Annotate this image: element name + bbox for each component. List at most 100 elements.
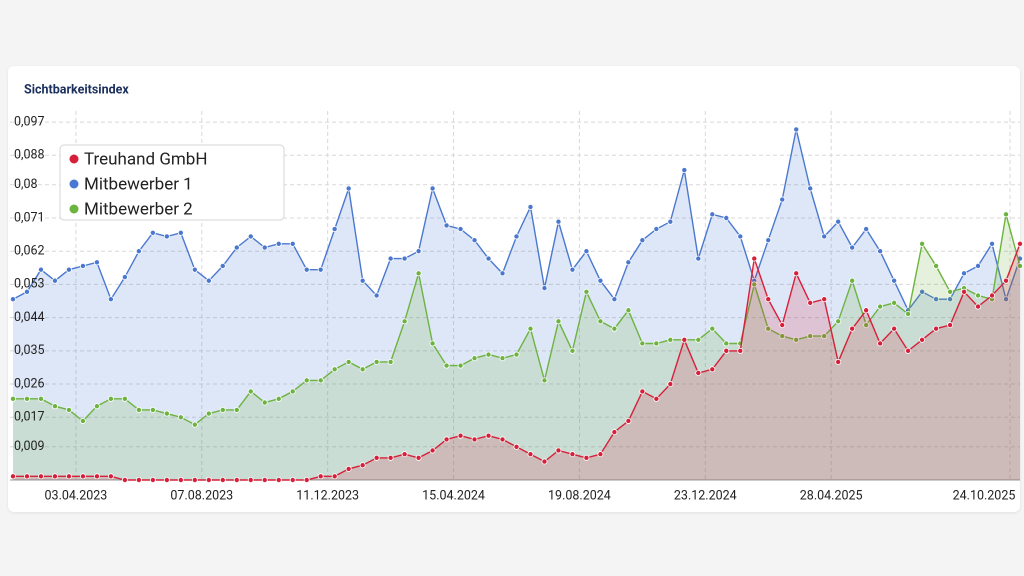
data-point — [751, 281, 758, 288]
data-point — [835, 218, 842, 225]
data-point — [667, 218, 674, 225]
data-point — [429, 447, 436, 454]
data-point — [457, 362, 464, 369]
y-tick-label: 0,017 — [14, 410, 45, 425]
y-tick-label: 0,026 — [14, 376, 45, 391]
data-point — [919, 288, 926, 295]
data-point — [583, 248, 590, 255]
data-point — [653, 340, 660, 347]
data-point — [975, 292, 982, 299]
data-point — [933, 296, 940, 303]
data-point — [23, 473, 30, 480]
data-point — [625, 259, 632, 266]
data-point — [877, 303, 884, 310]
data-point — [709, 366, 716, 373]
data-point — [331, 226, 338, 233]
data-point — [513, 443, 520, 450]
data-point — [541, 285, 548, 292]
data-point — [485, 432, 492, 439]
data-point — [415, 454, 422, 461]
data-point — [793, 336, 800, 343]
data-point — [989, 240, 996, 247]
data-point — [1017, 240, 1024, 247]
data-point — [765, 325, 772, 332]
data-point — [947, 288, 954, 295]
data-point — [793, 270, 800, 277]
data-point — [443, 222, 450, 229]
data-point — [289, 240, 296, 247]
data-point — [135, 476, 142, 483]
data-point — [1003, 296, 1010, 303]
data-point — [93, 403, 100, 410]
data-point — [415, 248, 422, 255]
data-point — [919, 240, 926, 247]
data-point — [877, 248, 884, 255]
data-point — [1003, 211, 1010, 218]
data-point — [149, 229, 156, 236]
data-point — [569, 451, 576, 458]
chart-title: Sichtbarkeitsindex — [24, 82, 129, 97]
data-point — [961, 288, 968, 295]
data-point — [835, 358, 842, 365]
y-tick-label: 0,053 — [14, 277, 45, 292]
data-point — [499, 355, 506, 362]
data-point — [541, 458, 548, 465]
data-point — [527, 325, 534, 332]
data-point — [37, 473, 44, 480]
data-point — [37, 266, 44, 273]
data-point — [905, 310, 912, 317]
data-point — [261, 399, 268, 406]
data-point — [331, 366, 338, 373]
data-point — [667, 336, 674, 343]
data-point — [723, 215, 730, 222]
data-point — [569, 347, 576, 354]
series-area — [13, 214, 1020, 481]
data-point — [65, 266, 72, 273]
data-point — [247, 388, 254, 395]
data-point — [597, 318, 604, 325]
data-point — [191, 421, 198, 428]
data-point — [555, 318, 562, 325]
data-point — [961, 270, 968, 277]
data-point — [891, 277, 898, 284]
data-point — [387, 255, 394, 262]
data-point — [471, 436, 478, 443]
data-point — [205, 476, 212, 483]
data-point — [765, 237, 772, 244]
series-area — [13, 243, 1020, 480]
data-point — [205, 277, 212, 284]
data-point — [317, 473, 324, 480]
data-point — [359, 462, 366, 469]
data-point — [933, 262, 940, 269]
data-point — [205, 410, 212, 417]
data-point — [695, 336, 702, 343]
data-point — [947, 322, 954, 329]
x-tick-label: 28.04.2025 — [800, 488, 863, 503]
data-point — [639, 388, 646, 395]
data-point — [93, 473, 100, 480]
data-point — [23, 395, 30, 402]
legend-marker — [69, 154, 79, 164]
data-point — [597, 277, 604, 284]
data-point — [681, 167, 688, 174]
x-tick-label: 03.04.2023 — [45, 488, 108, 503]
data-point — [681, 336, 688, 343]
data-point — [9, 296, 16, 303]
data-point — [163, 410, 170, 417]
data-point — [877, 340, 884, 347]
data-point — [821, 333, 828, 340]
data-point — [317, 266, 324, 273]
data-point — [177, 229, 184, 236]
data-point — [751, 255, 758, 262]
y-tick-label: 0,062 — [14, 244, 45, 259]
data-point — [849, 325, 856, 332]
data-point — [401, 451, 408, 458]
data-point — [611, 429, 618, 436]
data-point — [37, 395, 44, 402]
data-point — [779, 333, 786, 340]
data-point — [639, 340, 646, 347]
legend-label: Mitbewerber 2 — [84, 199, 193, 219]
y-tick-label: 0,08 — [14, 177, 38, 192]
data-point — [457, 226, 464, 233]
